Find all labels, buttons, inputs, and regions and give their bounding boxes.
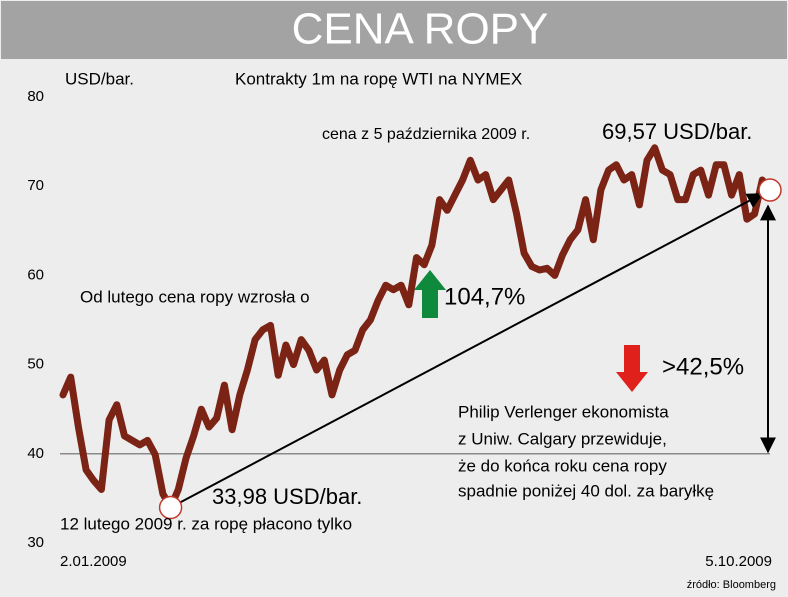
x-tick-label: 2.01.2009 [60,553,127,570]
last-marker [758,178,782,202]
y-tick-label: 60 [27,266,44,283]
annotation: 12 lutego 2009 r. za ropę płacono tylko [60,514,352,533]
y-tick-label: 30 [27,534,44,551]
annotation: Philip Verlenger ekonomista [458,402,669,421]
chart-title: CENA ROPY [292,5,549,54]
min-marker [158,495,183,520]
annotation: Od lutego cena ropy wzrosła o [80,287,310,306]
source: źródło: Bloomberg [687,579,776,591]
y-tick-label: 80 [27,88,44,105]
annotation: z Uniw. Calgary przewiduje, [458,429,667,448]
price-line [59,144,774,511]
title-bar [1,1,787,59]
annotation: 33,98 USD/bar. [212,484,362,509]
y-tick-label: 40 [27,445,44,462]
annotation: >42,5% [662,353,744,380]
annotation: że do końca roku cena ropy [458,456,667,475]
annotation: 104,7% [444,283,525,310]
y-tick-label: 70 [27,177,44,194]
trend-arrow [170,193,764,509]
up-arrow [414,270,446,318]
down-arrow [616,345,648,392]
annotation: spadnie poniżej 40 dol. za baryłkę [458,481,714,500]
subtitle: Kontrakty 1m na ropę WTI na NYMEX [235,69,522,88]
annotation: cena z 5 października 2009 r. [322,126,530,143]
y-axis-label: USD/bar. [65,69,134,88]
annotation: 69,57 USD/bar. [602,119,752,144]
x-tick-label: 5.10.2009 [705,553,772,570]
y-tick-label: 50 [27,356,44,373]
